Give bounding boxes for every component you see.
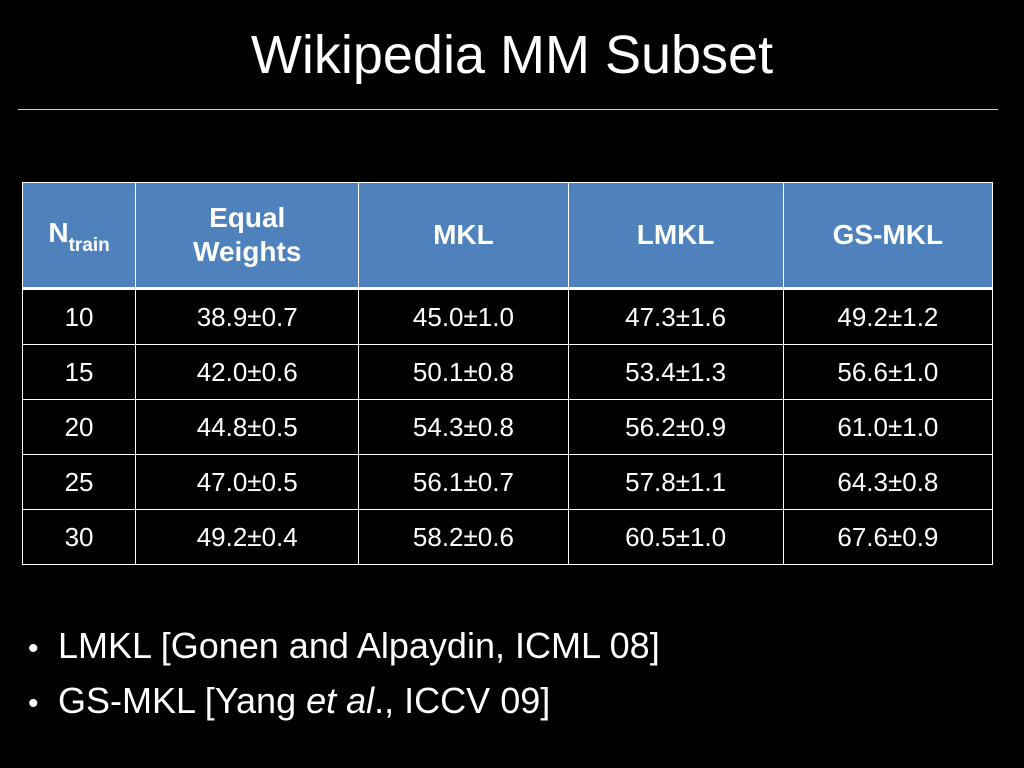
- cell-gs-mkl: 64.3±0.8: [782, 454, 994, 510]
- cell-gs-mkl: 49.2±1.2: [782, 288, 994, 345]
- cell-equal-weights: 47.0±0.5: [135, 454, 360, 510]
- bullet-item-lmkl: • LMKL [Gonen and Alpaydin, ICML 08]: [28, 620, 660, 675]
- header-ntrain: Ntrain: [21, 182, 137, 289]
- header-ntrain-subscript: train: [68, 235, 110, 256]
- reference-bullet-list: • LMKL [Gonen and Alpaydin, ICML 08] • GS-…: [28, 620, 660, 730]
- bullet-text-gs-mkl-italic: et al: [306, 680, 375, 721]
- results-table: Ntrain Equal Weights MKL LMKL GS-MKL 10 3…: [21, 182, 994, 565]
- table-row: 15 42.0±0.6 50.1±0.8 53.4±1.3 56.6±1.0: [21, 344, 994, 400]
- table-row: 30 49.2±0.4 58.2±0.6 60.5±1.0 67.6±0.9: [21, 509, 994, 565]
- cell-ntrain: 20: [21, 399, 137, 455]
- cell-equal-weights: 38.9±0.7: [135, 288, 360, 345]
- header-equal-line2: Weights: [193, 236, 302, 267]
- bullet-text-gs-mkl-pre: GS-MKL [Yang: [58, 680, 307, 721]
- cell-mkl: 54.3±0.8: [358, 399, 569, 455]
- cell-lmkl: 56.2±0.9: [567, 399, 784, 455]
- cell-mkl: 56.1±0.7: [358, 454, 569, 510]
- slide-title: Wikipedia MM Subset: [250, 25, 774, 85]
- header-equal-line1: Equal: [209, 202, 286, 233]
- header-equal-weights: Equal Weights: [135, 182, 360, 289]
- cell-gs-mkl: 61.0±1.0: [782, 399, 994, 455]
- cell-gs-mkl: 56.6±1.0: [782, 344, 994, 400]
- bullet-text-lmkl: LMKL [Gonen and Alpaydin, ICML 08]: [58, 625, 660, 666]
- cell-equal-weights: 49.2±0.4: [135, 509, 360, 565]
- cell-mkl: 58.2±0.6: [358, 509, 569, 565]
- cell-ntrain: 30: [21, 509, 137, 565]
- table-row: 10 38.9±0.7 45.0±1.0 47.3±1.6 49.2±1.2: [21, 288, 994, 345]
- header-ntrain-main: N: [48, 217, 69, 248]
- cell-lmkl: 53.4±1.3: [567, 344, 784, 400]
- cell-lmkl: 57.8±1.1: [567, 454, 784, 510]
- cell-lmkl: 47.3±1.6: [567, 288, 784, 345]
- cell-ntrain: 25: [21, 454, 137, 510]
- bullet-text-gs-mkl-dot: .: [374, 680, 385, 721]
- cell-ntrain: 15: [21, 344, 137, 400]
- cell-equal-weights: 44.8±0.5: [135, 399, 360, 455]
- cell-lmkl: 60.5±1.0: [567, 509, 784, 565]
- bullet-item-gs-mkl: • GS-MKL [Yang et al., ICCV 09]: [28, 675, 660, 730]
- cell-ntrain: 10: [21, 288, 137, 345]
- bullet-marker: •: [28, 687, 39, 720]
- header-gs-mkl: GS-MKL: [782, 182, 994, 289]
- title-divider: [18, 109, 998, 110]
- cell-gs-mkl: 67.6±0.9: [782, 509, 994, 565]
- bullet-text-gs-mkl-post: , ICCV 09]: [384, 680, 551, 721]
- table-row: 25 47.0±0.5 56.1±0.7 57.8±1.1 64.3±0.8: [21, 454, 994, 510]
- cell-equal-weights: 42.0±0.6: [135, 344, 360, 400]
- header-lmkl: LMKL: [567, 182, 784, 289]
- header-mkl: MKL: [358, 182, 569, 289]
- table-header-row: Ntrain Equal Weights MKL LMKL GS-MKL: [21, 182, 994, 289]
- cell-mkl: 45.0±1.0: [358, 288, 569, 345]
- table-row: 20 44.8±0.5 54.3±0.8 56.2±0.9 61.0±1.0: [21, 399, 994, 455]
- bullet-marker: •: [28, 632, 39, 665]
- cell-mkl: 50.1±0.8: [358, 344, 569, 400]
